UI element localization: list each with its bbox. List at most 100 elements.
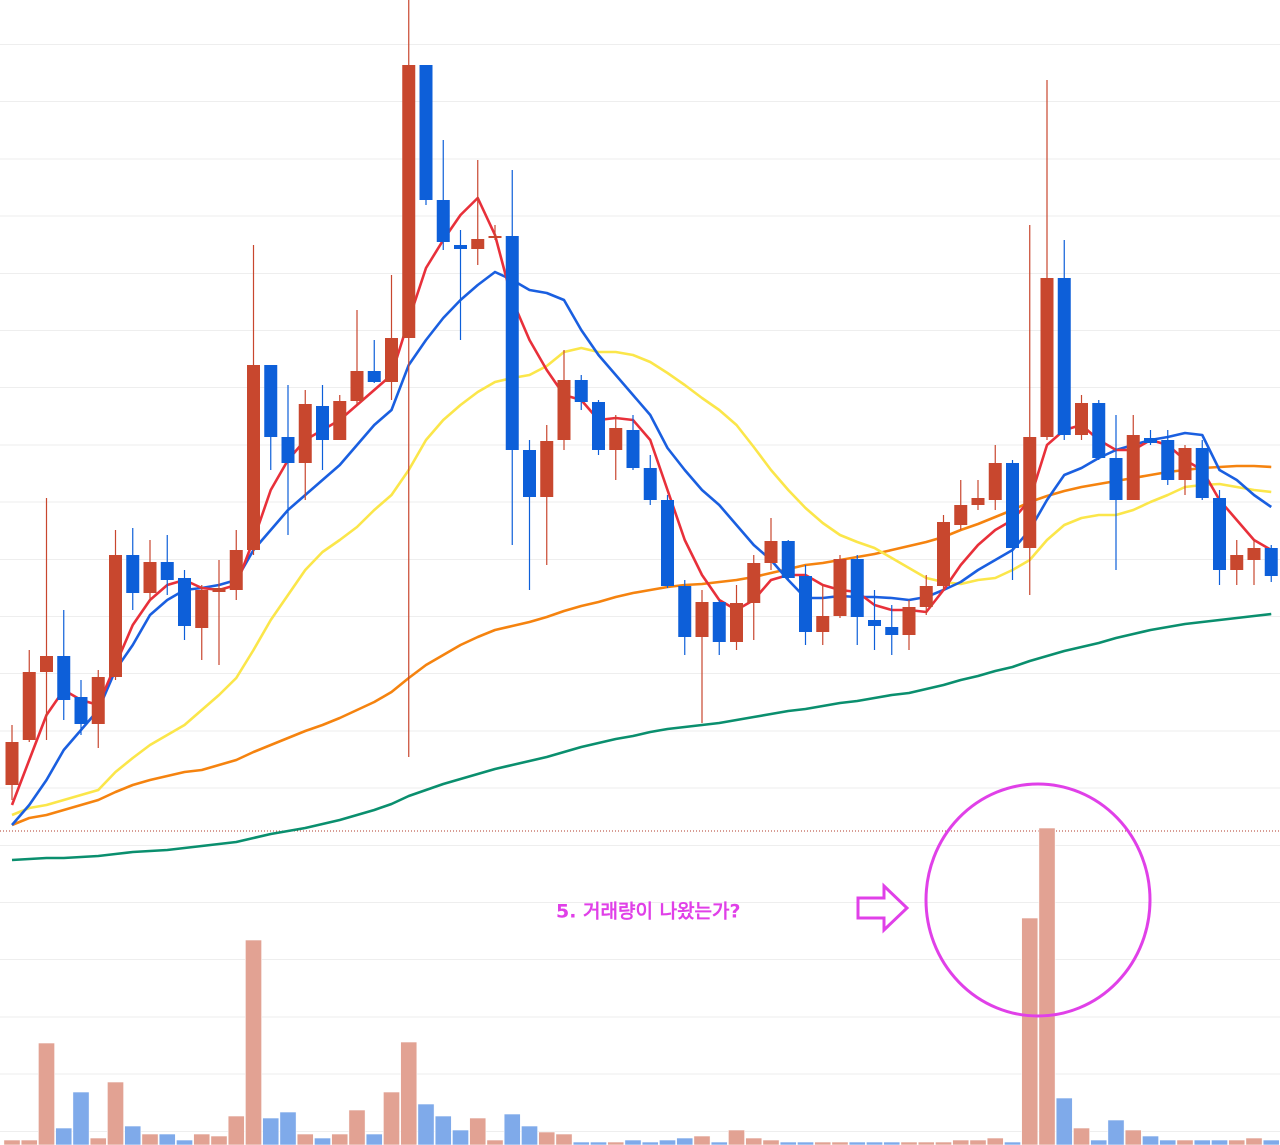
- candle-body: [143, 562, 157, 593]
- candle-body: [1213, 498, 1226, 570]
- volume-bar: [55, 1127, 73, 1145]
- candle-body: [781, 541, 795, 578]
- volume-bar: [20, 1139, 38, 1145]
- candle-body: [1161, 440, 1175, 480]
- volume-bar: [262, 1117, 280, 1145]
- candle-body: [988, 463, 1002, 500]
- volume-bar: [314, 1137, 331, 1145]
- candle-body: [1230, 555, 1244, 570]
- volume-bar: [348, 1109, 366, 1145]
- candle-body: [57, 656, 71, 700]
- volume-bar: [1245, 1137, 1263, 1145]
- volume-bar: [331, 1133, 349, 1145]
- volume-bar: [693, 1135, 711, 1145]
- volume-bar: [883, 1141, 901, 1145]
- volume-bar: [986, 1137, 1004, 1145]
- candle-body: [505, 236, 519, 450]
- volume-bar: [1193, 1139, 1211, 1145]
- volume-bar: [1124, 1129, 1142, 1145]
- candle-body: [574, 380, 588, 402]
- volume-bar: [107, 1081, 124, 1145]
- moving-average-line: [11, 270, 1272, 826]
- candle-body: [1109, 458, 1123, 500]
- volume-bar: [89, 1137, 107, 1145]
- candle-body: [902, 607, 916, 635]
- candle-body: [1178, 448, 1192, 480]
- moving-average-line: [11, 464, 1272, 827]
- volume-layer: [3, 827, 1280, 1145]
- candle-body: [816, 616, 830, 632]
- volume-bar: [503, 1113, 521, 1145]
- candle-body: [592, 402, 605, 450]
- volume-bar: [659, 1139, 676, 1145]
- volume-bar: [434, 1115, 452, 1145]
- candle-body: [1040, 278, 1054, 437]
- candle-body: [264, 365, 278, 437]
- volume-bar: [279, 1111, 297, 1145]
- volume-bar: [590, 1141, 607, 1145]
- volume-bar: [124, 1125, 142, 1145]
- volume-bar: [158, 1133, 176, 1145]
- volume-bar: [831, 1141, 849, 1145]
- volume-bar: [900, 1141, 918, 1145]
- candle-body: [40, 656, 53, 672]
- candle-body: [885, 627, 899, 635]
- candle-body: [419, 65, 433, 200]
- annotation-group: 5. 거래량이 나왔는가?: [556, 782, 1152, 1018]
- candle-layer: [5, 0, 1278, 800]
- volume-bar: [400, 1041, 418, 1145]
- candle-body: [454, 245, 467, 249]
- volume-bar: [210, 1135, 228, 1145]
- candle-body: [385, 338, 398, 382]
- volume-bar: [538, 1131, 556, 1145]
- volume-bar: [1262, 1139, 1280, 1145]
- volume-bar: [676, 1137, 694, 1145]
- candle-body: [678, 586, 692, 637]
- candle-body: [712, 602, 726, 642]
- candle-body: [333, 401, 347, 440]
- volume-bar: [641, 1141, 659, 1145]
- candle-body: [1057, 278, 1071, 435]
- volume-bar: [1073, 1127, 1090, 1145]
- candle-body: [471, 239, 485, 249]
- candle-body: [540, 441, 554, 497]
- candle-body: [126, 555, 140, 593]
- volume-bar: [797, 1141, 814, 1145]
- volume-bar: [141, 1133, 159, 1145]
- candle-body: [1247, 548, 1261, 560]
- candle-body: [402, 65, 416, 338]
- volume-bar: [1211, 1139, 1228, 1145]
- candle-body: [1092, 403, 1106, 458]
- volume-bar: [762, 1139, 780, 1145]
- volume-bar: [469, 1117, 487, 1145]
- volume-bar: [935, 1141, 952, 1145]
- volume-bar: [555, 1133, 573, 1145]
- candle-body: [1023, 437, 1037, 548]
- volume-bar: [710, 1141, 728, 1145]
- candle-body: [1075, 403, 1088, 435]
- volume-bar: [866, 1141, 883, 1145]
- candle-body: [1126, 435, 1140, 500]
- candle-body: [178, 578, 191, 626]
- volume-bar: [176, 1139, 193, 1145]
- volume-bar: [383, 1091, 400, 1145]
- candle-body: [1144, 438, 1157, 443]
- volume-bar: [365, 1133, 383, 1145]
- volume-bar: [1142, 1135, 1159, 1145]
- candle-body: [695, 602, 709, 637]
- volume-bar: [245, 939, 262, 1145]
- candle-body: [22, 672, 36, 740]
- volume-bar: [193, 1133, 211, 1145]
- volume-bar: [72, 1091, 90, 1145]
- moving-average-layer: [10, 196, 1272, 862]
- volume-bar: [1004, 1141, 1021, 1145]
- candle-body: [626, 430, 640, 468]
- volume-bar: [969, 1139, 987, 1145]
- candle-body: [436, 200, 450, 242]
- candle-body: [799, 576, 812, 632]
- candle-body: [195, 590, 209, 628]
- candle-body: [160, 562, 174, 580]
- volume-bar: [1159, 1139, 1177, 1145]
- candle-body: [1006, 463, 1019, 548]
